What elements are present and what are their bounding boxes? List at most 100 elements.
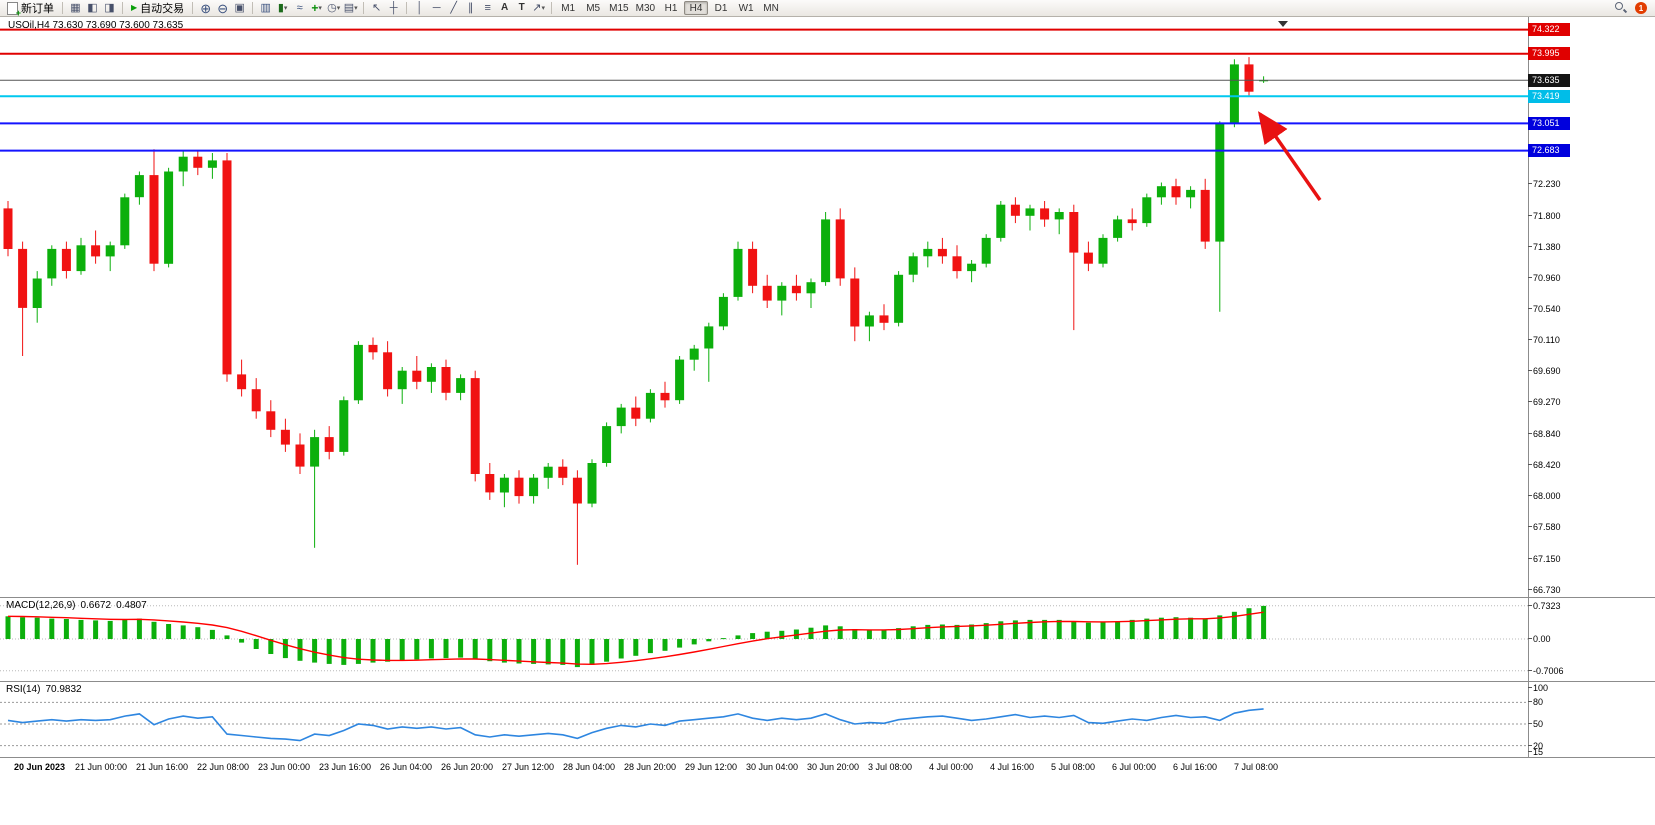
- line-chart-icon[interactable]: ≈: [291, 1, 308, 16]
- search-icon[interactable]: [1615, 2, 1627, 14]
- candle: [660, 381, 670, 408]
- timeframe-m30-button[interactable]: M30: [633, 1, 658, 15]
- auto-trading-button[interactable]: ▶ 自动交易: [127, 1, 188, 16]
- data-window-icon[interactable]: ◧: [84, 1, 101, 16]
- macd-bar: [122, 619, 128, 639]
- macd-panel[interactable]: [0, 598, 1528, 681]
- macd-bar: [647, 639, 653, 654]
- zoom-out-icon[interactable]: ⊖: [214, 1, 231, 16]
- candle: [806, 278, 816, 308]
- macd-name: MACD(12,26,9): [6, 600, 76, 611]
- price-tick: 70.540: [1528, 304, 1561, 314]
- arrows-icon[interactable]: ↗ ▾: [530, 1, 547, 16]
- timeframe-h4-button[interactable]: H4: [684, 1, 709, 15]
- time-label: 28 Jun 20:00: [624, 762, 677, 772]
- templates-icon[interactable]: ▤ ▾: [343, 1, 358, 14]
- time-label: 30 Jun 04:00: [746, 762, 799, 772]
- macd-bar: [151, 621, 157, 639]
- notification-badge[interactable]: 1: [1635, 2, 1647, 14]
- candle: [850, 267, 860, 342]
- macd-bar: [472, 639, 478, 660]
- candle: [470, 370, 480, 482]
- timeframe-w1-button[interactable]: W1: [734, 1, 758, 15]
- candle: [587, 459, 597, 508]
- indicators-icon[interactable]: + ▾: [308, 1, 325, 16]
- time-label: 4 Jul 00:00: [929, 762, 974, 772]
- price-badge-72.683: 72.683: [1528, 144, 1570, 157]
- macd-bar: [881, 629, 887, 639]
- time-label: 22 Jun 08:00: [197, 762, 250, 772]
- rsi-value: 70.9832: [45, 684, 82, 695]
- toolbar-separator: [252, 2, 254, 14]
- main-chart[interactable]: [0, 17, 1528, 597]
- timeframe-m5-button[interactable]: M5: [581, 1, 605, 15]
- timeframe-m15-button[interactable]: M15: [606, 1, 631, 15]
- chart-shift-marker[interactable]: [1278, 21, 1288, 27]
- candle: [645, 389, 655, 423]
- cursor-icon[interactable]: ↖: [368, 1, 385, 16]
- fibonacci-icon[interactable]: ≡: [479, 1, 496, 16]
- text-icon[interactable]: A: [496, 1, 513, 16]
- macd-bar: [954, 624, 960, 639]
- price-tick: 66.730: [1528, 585, 1561, 595]
- candle: [1098, 234, 1108, 268]
- macd-bar: [370, 639, 376, 663]
- timeframe-d1-button[interactable]: D1: [709, 1, 733, 15]
- candle: [937, 237, 947, 264]
- dropdown-caret-icon: ▾: [541, 5, 546, 12]
- rsi-panel[interactable]: [0, 682, 1528, 757]
- macd-bar: [852, 629, 858, 639]
- macd-bar: [224, 635, 230, 639]
- price-axis[interactable]: 72.230 71.800 71.380 70.960 70.540 70.110 69.6…: [1527, 0, 1655, 780]
- trend-arrow-annotation[interactable]: [1257, 111, 1322, 202]
- candle: [1113, 215, 1123, 242]
- macd-bar: [633, 639, 639, 656]
- vertical-line-icon[interactable]: │: [411, 1, 428, 16]
- timeframe-mn-button[interactable]: MN: [759, 1, 783, 15]
- macd-signal-line: [7, 611, 1264, 666]
- macd-bar: [574, 639, 580, 668]
- candle: [1156, 182, 1166, 205]
- macd-bar: [1012, 620, 1018, 639]
- new-order-button[interactable]: 新订单: [3, 1, 58, 18]
- horizontal-line-icon[interactable]: ─: [428, 1, 445, 16]
- toolbar-separator: [406, 2, 408, 14]
- macd-bar: [896, 628, 902, 639]
- bar-chart-icon[interactable]: ▥: [257, 1, 274, 16]
- zoom-in-icon[interactable]: ⊕: [197, 1, 214, 16]
- candle: [689, 344, 699, 371]
- price-tick: 70.960: [1528, 273, 1561, 283]
- periods-icon[interactable]: ◷ ▾: [327, 1, 341, 14]
- crosshair-icon[interactable]: ┼: [385, 1, 402, 16]
- price-tick: 67.150: [1528, 554, 1561, 564]
- candle: [543, 463, 553, 489]
- label-icon[interactable]: T: [513, 1, 530, 16]
- candle: [237, 359, 247, 397]
- candle: [1215, 121, 1225, 312]
- time-axis[interactable]: 20 Jun 2023 21 Jun 00:00 21 Jun 16:00 22 Ju…: [0, 758, 1528, 776]
- toolbar: 新订单 ▦◧◨ ▶ 自动交易 ⊕⊖▣ ▥▮▾≈+▾◷▾▤▾ ↖┼ │─╱∥≡AT…: [0, 0, 1655, 18]
- candlestick-chart-icon[interactable]: ▮ ▾: [274, 1, 291, 16]
- channel-icon[interactable]: ∥: [462, 1, 479, 16]
- macd-bar: [779, 630, 785, 639]
- rsi-axis-tick: 100: [1527, 683, 1549, 693]
- chart-title: USOil,H4 73.630 73.690 73.600 73.635: [8, 20, 184, 31]
- macd-bar: [662, 639, 668, 651]
- macd-bar: [341, 639, 347, 665]
- market-watch-icon[interactable]: ▦: [67, 1, 84, 16]
- macd-bar: [458, 639, 464, 658]
- timeframe-m1-button[interactable]: M1: [556, 1, 580, 15]
- tile-windows-icon[interactable]: ▣: [231, 1, 248, 16]
- macd-axis-tick: 0.7323: [1528, 601, 1561, 611]
- macd-bar: [107, 620, 113, 639]
- macd-bar: [589, 639, 595, 665]
- price-badge-73.419: 73.419: [1528, 90, 1570, 103]
- time-label: 29 Jun 12:00: [685, 762, 738, 772]
- candle: [280, 418, 290, 452]
- navigator-icon[interactable]: ◨: [101, 1, 118, 16]
- candle: [981, 234, 991, 268]
- timeframe-h1-button[interactable]: H1: [659, 1, 683, 15]
- macd-bar: [166, 624, 172, 639]
- candle: [412, 356, 422, 390]
- trendline-icon[interactable]: ╱: [445, 1, 462, 16]
